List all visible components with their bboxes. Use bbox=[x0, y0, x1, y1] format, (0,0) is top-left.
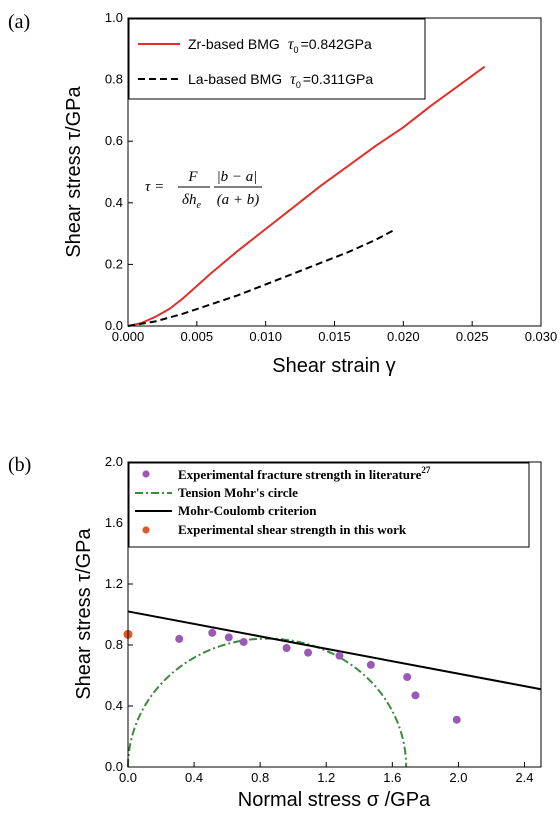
panel-label-a: (a) bbox=[8, 11, 30, 33]
formula-den-ab: (a + b) bbox=[217, 192, 260, 208]
data-point-literature bbox=[224, 633, 233, 642]
data-point-literature bbox=[335, 651, 344, 660]
legend-text-la: La-based BMG bbox=[188, 71, 282, 87]
x-tick-label-b: 2.0 bbox=[449, 770, 467, 785]
x-tick-label-b: 0.0 bbox=[119, 770, 137, 785]
data-point-literature bbox=[175, 634, 184, 643]
legend-sub-zr: 0 bbox=[294, 45, 299, 55]
legend-marker-literature bbox=[142, 470, 150, 478]
legend-box-a bbox=[128, 18, 426, 100]
y-tick-label-b: 0.0 bbox=[105, 759, 123, 774]
legend-marker-this-work bbox=[142, 526, 150, 534]
legend-tau-zr: τ bbox=[288, 36, 295, 53]
data-point-literature bbox=[403, 673, 412, 682]
y-tick-label-a: 1.0 bbox=[105, 10, 123, 25]
x-tick-label-b: 1.6 bbox=[383, 770, 401, 785]
legend-label-this-work: Experimental shear strength in this work bbox=[178, 522, 407, 537]
x-axis-label-b: Normal stress σ /GPa bbox=[238, 789, 431, 811]
y-tick-label-b: 2.0 bbox=[105, 454, 123, 469]
legend-label-literature: Experimental fracture strength in litera… bbox=[178, 465, 431, 482]
x-tick-label-b: 2.4 bbox=[515, 770, 533, 785]
series-mohr-coulomb-line bbox=[127, 610, 542, 691]
data-point-literature bbox=[366, 660, 375, 669]
x-tick-label-a: 0.025 bbox=[456, 329, 489, 344]
legend-value-la: =0.311GPa bbox=[303, 71, 373, 87]
legend-label-mohr-circle: Tension Mohr's circle bbox=[178, 485, 298, 500]
y-tick-label-a: 0.4 bbox=[105, 195, 123, 210]
x-axis-label-a: Shear strain γ bbox=[272, 355, 395, 377]
y-tick-label-a: 0.0 bbox=[105, 318, 123, 333]
legend-tau-la: τ bbox=[290, 71, 297, 88]
x-tick-label-a: 0.000 bbox=[112, 329, 145, 344]
series-mohr-circle bbox=[127, 637, 408, 768]
y-tick-label-b: 1.2 bbox=[105, 576, 123, 591]
data-point-literature bbox=[208, 628, 217, 637]
y-tick-label-a: 0.6 bbox=[105, 133, 123, 148]
tick-group-a: 0.000 0.005 0.010 0.015 0.020 0.025 0.030 0.0 0.… bbox=[105, 10, 557, 344]
legend-label-zr: Zr-based BMG τ0 =0.842GPa bbox=[188, 36, 372, 55]
chart-b: (b) 0.0 0.4 0.8 1.2 1.6 2.0 2.4 0.0 0.4 0.8 1.2 1.6… bbox=[8, 454, 542, 811]
legend-label-la: La-based BMG τ0 =0.311GPa bbox=[188, 71, 373, 90]
formula-num-f: F bbox=[187, 169, 198, 185]
y-axis-label-b: Shear stress τ/GPa bbox=[73, 527, 95, 699]
x-tick-label-a: 0.020 bbox=[387, 329, 420, 344]
formula-lhs: τ = bbox=[145, 179, 164, 195]
panel-label-b: (b) bbox=[8, 454, 31, 476]
series-group-a bbox=[127, 65, 486, 327]
x-tick-label-b: 0.8 bbox=[251, 770, 269, 785]
data-point-literature bbox=[452, 715, 461, 724]
y-tick-label-b: 0.8 bbox=[105, 637, 123, 652]
legend-text-literature: Experimental fracture strength in litera… bbox=[178, 467, 422, 482]
legend-a: Zr-based BMG τ0 =0.842GPa La-based BMG τ0 =0… bbox=[128, 18, 426, 100]
x-tick-label-a: 0.010 bbox=[249, 329, 282, 344]
y-axis-label-a: Shear stress τ/GPa bbox=[63, 85, 85, 257]
legend-superscript-literature: 27 bbox=[421, 465, 431, 475]
y-tick-label-b: 0.4 bbox=[105, 698, 123, 713]
y-tick-label-a: 0.2 bbox=[105, 256, 123, 271]
data-point-literature bbox=[411, 691, 420, 700]
series-line-la bbox=[127, 229, 395, 327]
x-tick-label-a: 0.015 bbox=[318, 329, 351, 344]
x-tick-label-a: 0.005 bbox=[181, 329, 214, 344]
plot-frame-b bbox=[127, 461, 542, 768]
formula-den-dh-sub: e bbox=[196, 200, 201, 211]
chart-a: (a) 0.000 0.005 0.010 0.015 0.020 0.025 0.0300… bbox=[8, 10, 557, 377]
formula-den-dh-main: δh bbox=[182, 192, 196, 208]
legend-label-mohr-coulomb: Mohr-Coulomb criterion bbox=[178, 503, 317, 518]
formula-annotation: τ = F δhe |b − a| (a + b) bbox=[145, 169, 262, 211]
x-tick-label-b: 1.2 bbox=[317, 770, 335, 785]
y-tick-label-b: 1.6 bbox=[105, 515, 123, 530]
formula-num-ba: |b − a| bbox=[217, 169, 258, 185]
legend-value-zr: =0.842GPa bbox=[301, 36, 372, 52]
legend-b: Experimental fracture strength in litera… bbox=[128, 462, 530, 548]
series-group-b bbox=[123, 610, 542, 768]
data-point-literature bbox=[304, 648, 313, 657]
x-tick-label-b: 0.4 bbox=[185, 770, 203, 785]
legend-text-zr: Zr-based BMG bbox=[188, 36, 280, 52]
data-point-literature bbox=[239, 637, 248, 646]
x-tick-label-a: 0.030 bbox=[525, 329, 558, 344]
legend-sub-la: 0 bbox=[296, 80, 301, 90]
series-line-zr bbox=[127, 65, 486, 327]
y-tick-label-a: 0.8 bbox=[105, 72, 123, 87]
formula-den-dh: δhe bbox=[182, 192, 201, 211]
data-point-literature bbox=[282, 644, 291, 653]
tick-group-b: 0.0 0.4 0.8 1.2 1.6 2.0 2.4 0.0 0.4 0.8 1.2 1.6 2.0 bbox=[105, 454, 534, 785]
legend-box-b bbox=[128, 462, 530, 548]
